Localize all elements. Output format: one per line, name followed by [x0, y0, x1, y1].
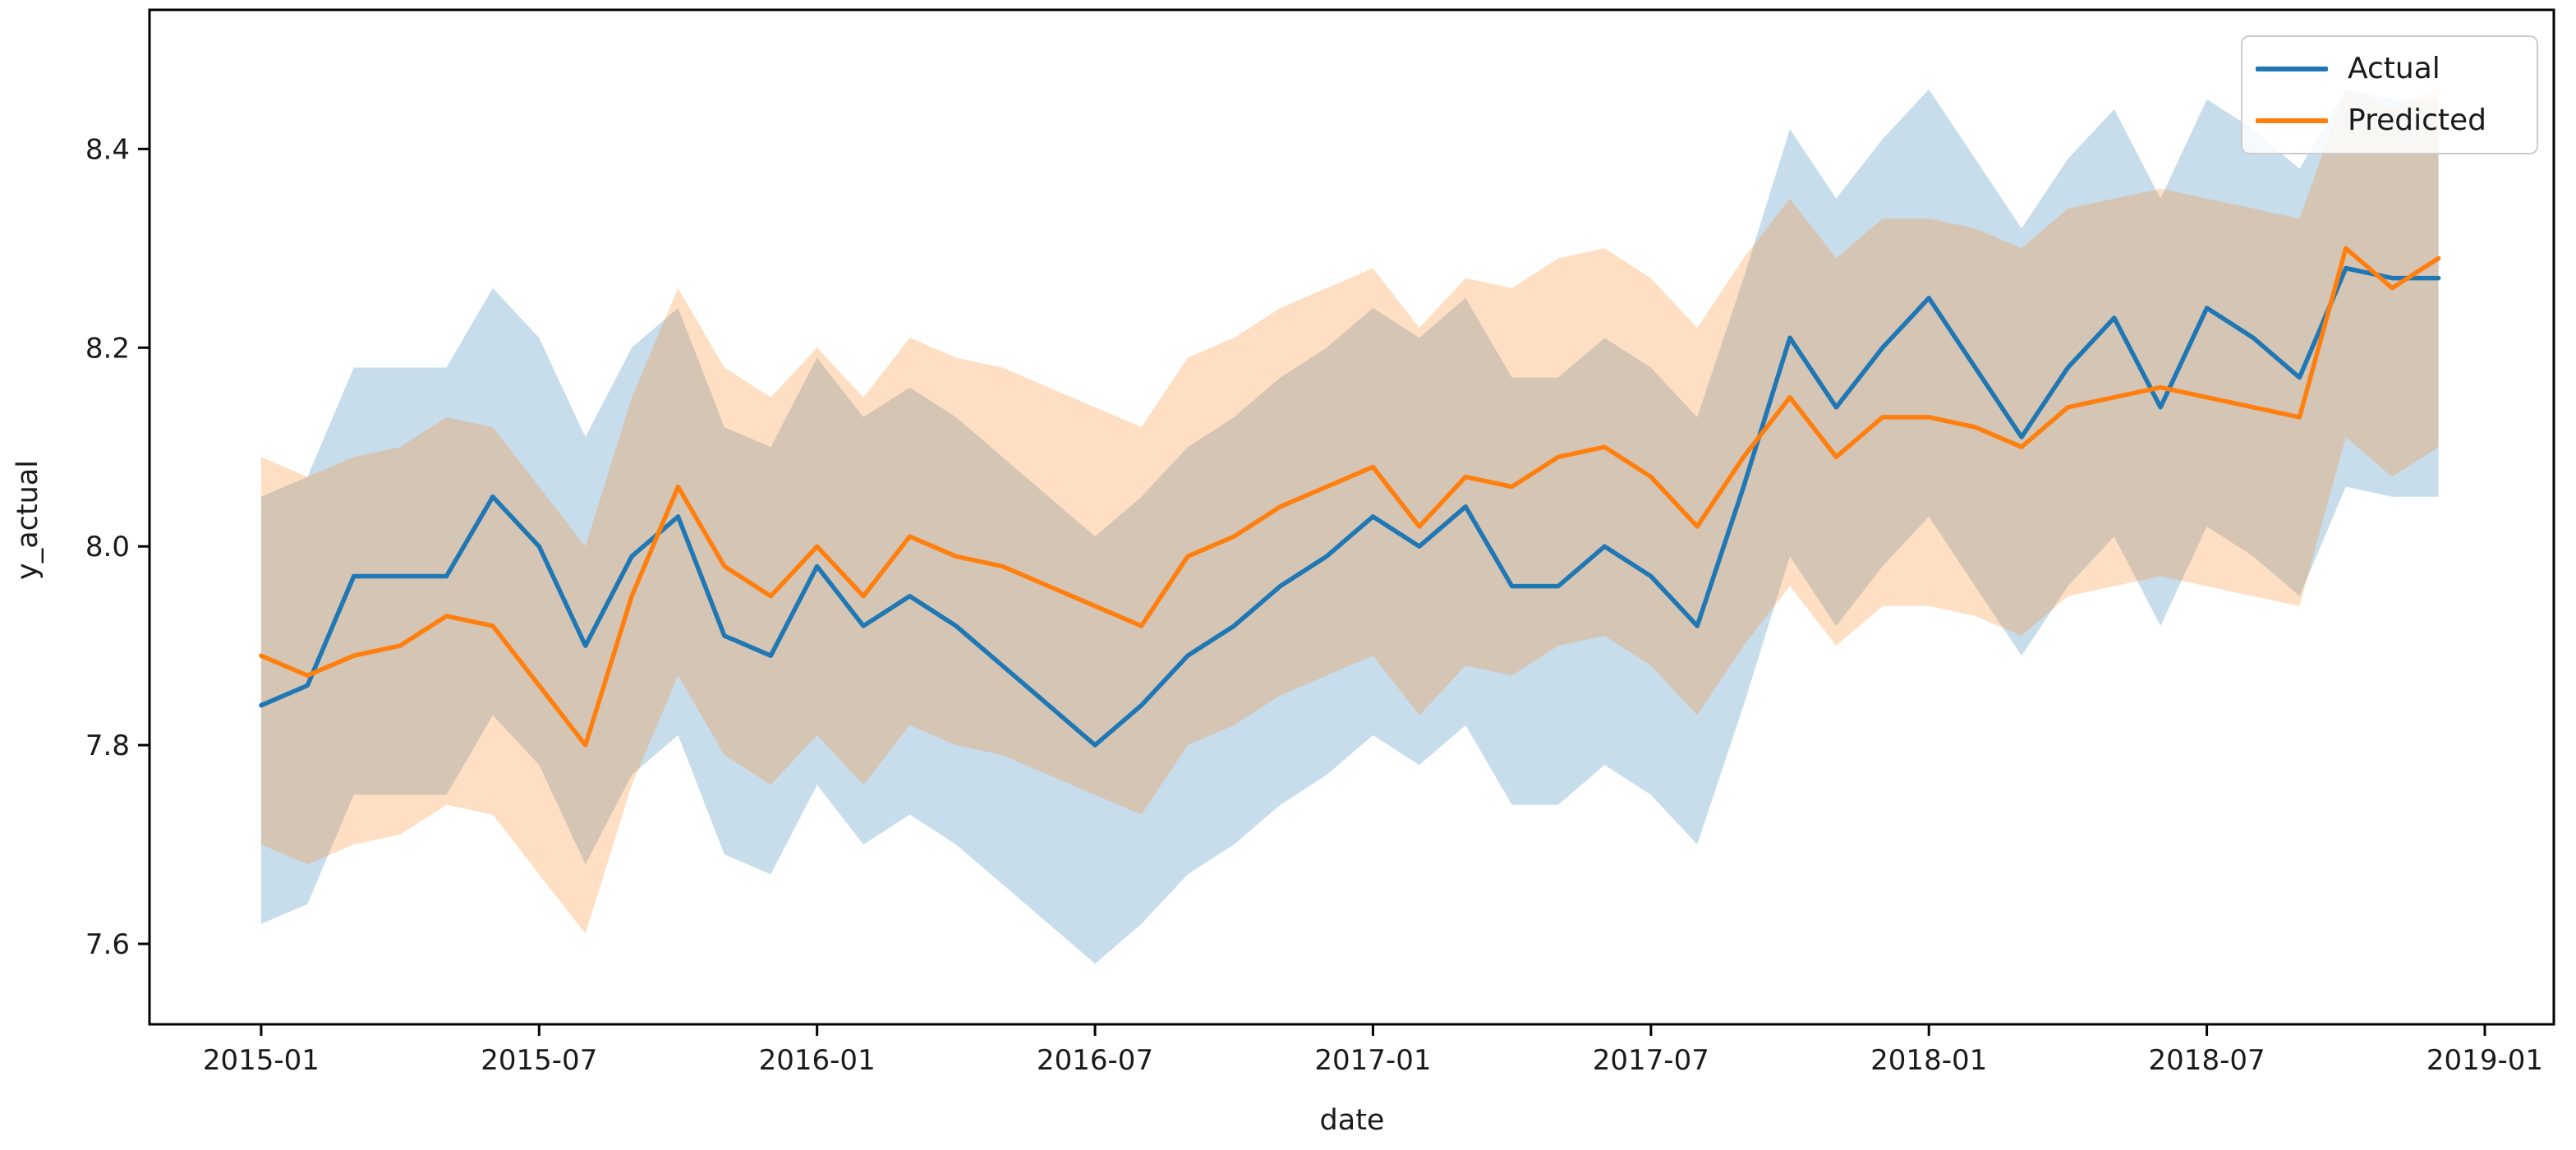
actual-confidence-band — [260, 89, 2439, 964]
x-tick-label: 2017-01 — [1314, 1044, 1431, 1077]
predicted-confidence-band — [260, 89, 2439, 934]
y-axis-label: y_actual — [12, 460, 44, 580]
x-tick-label: 2015-01 — [203, 1044, 320, 1077]
x-tick-label: 2018-07 — [2149, 1044, 2266, 1077]
x-axis-label: date — [1319, 1104, 1385, 1137]
y-tick-label: 7.8 — [85, 729, 130, 762]
legend-label-predicted: Predicted — [2348, 103, 2486, 137]
x-tick-label: 2018-01 — [1870, 1044, 1987, 1077]
x-tick-label: 2017-07 — [1593, 1044, 1709, 1077]
y-tick-label: 8.0 — [85, 531, 130, 564]
y-tick-label: 8.4 — [85, 133, 130, 166]
actual-line — [259, 265, 2441, 748]
predicted-line — [259, 246, 2441, 748]
y-tick-label: 8.2 — [85, 332, 130, 365]
predicted-line-swatch — [2256, 117, 2328, 123]
legend-label-actual: Actual — [2348, 52, 2440, 86]
legend: Actual Predicted — [2241, 35, 2538, 154]
x-tick-label: 2016-01 — [759, 1044, 876, 1077]
x-tick-label: 2016-07 — [1037, 1044, 1153, 1077]
x-tick-label: 2019-01 — [2426, 1044, 2543, 1077]
plot-spines — [148, 8, 2555, 1026]
legend-entry-predicted: Predicted — [2256, 103, 2523, 137]
legend-entry-actual: Actual — [2256, 54, 2523, 84]
actual-line-swatch — [2256, 67, 2328, 72]
x-tick-label: 2015-07 — [481, 1044, 597, 1077]
y-tick-label: 7.6 — [85, 928, 130, 961]
